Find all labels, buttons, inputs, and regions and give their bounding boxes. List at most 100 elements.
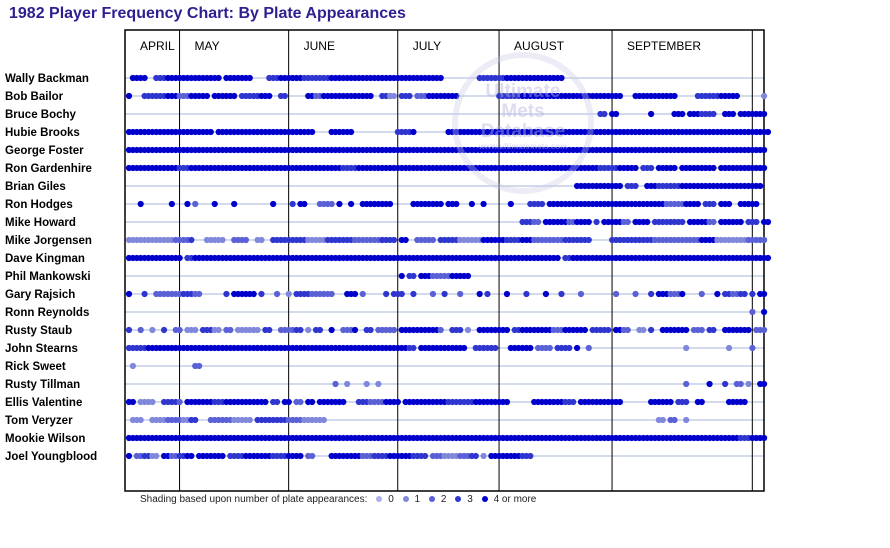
game-dot (761, 164, 768, 172)
legend-label-2: 2 (440, 494, 447, 505)
game-dot (347, 128, 355, 136)
game-dot (722, 380, 729, 388)
game-dot (671, 92, 678, 100)
game-dot (492, 344, 499, 352)
game-dot (316, 326, 324, 334)
game-dot (410, 272, 417, 280)
game-dot (309, 398, 316, 406)
game-dot (129, 362, 136, 370)
month-label: SEPTEMBER (627, 39, 701, 53)
game-dot (168, 200, 175, 208)
game-dot (273, 398, 281, 406)
game-dot (297, 326, 304, 334)
game-dot (710, 218, 717, 226)
game-dot (351, 326, 359, 334)
game-dot (153, 452, 160, 460)
game-dot (698, 290, 705, 298)
legend-label-4: 4 or more (493, 494, 537, 505)
game-dot (484, 290, 491, 298)
game-dot (375, 380, 382, 388)
game-dot (761, 308, 768, 316)
legend-label-0: 0 (388, 494, 394, 505)
game-dot (764, 128, 772, 136)
game-dot (464, 272, 472, 280)
game-dot (644, 218, 651, 226)
game-dot (141, 290, 148, 298)
game-dot (429, 290, 437, 298)
game-dot (367, 326, 374, 334)
legend-dot-1 (402, 496, 409, 503)
game-dot (211, 200, 218, 208)
game-dot (246, 416, 253, 424)
game-dot (464, 326, 472, 334)
game-dot (745, 380, 752, 388)
game-dot (223, 290, 230, 298)
game-dot (585, 218, 592, 226)
game-dot (725, 200, 733, 208)
player-name: Ellis Valentine (5, 397, 82, 409)
legend-prefix: Shading based upon number of plate appea… (140, 494, 368, 505)
chart-title: 1982 Player Frequency Chart: By Plate Ap… (9, 5, 406, 22)
game-dot (761, 146, 768, 154)
game-dot (383, 290, 390, 298)
player-name: Mike Howard (5, 217, 76, 229)
player-name: Dave Kingman (5, 253, 85, 265)
game-dot (761, 434, 768, 442)
game-dot (683, 344, 690, 352)
game-dot (219, 452, 226, 460)
game-dot (285, 398, 292, 406)
game-dot (328, 290, 335, 298)
game-dot (402, 236, 409, 244)
game-dot (344, 380, 351, 388)
game-dot (437, 74, 444, 82)
game-dot (749, 290, 756, 298)
game-dot (250, 290, 257, 298)
game-dot (538, 200, 546, 208)
game-dot (710, 110, 717, 118)
legend-dot-0 (376, 496, 383, 503)
game-dot (328, 200, 335, 208)
game-dot (683, 398, 690, 406)
month-label: JULY (413, 39, 441, 53)
game-dot (188, 452, 195, 460)
game-dot (480, 452, 487, 460)
game-dot (683, 326, 690, 334)
game-dot (437, 326, 444, 334)
game-dot (242, 236, 249, 244)
game-dot (125, 92, 133, 100)
game-dot (698, 326, 705, 334)
game-dot (503, 326, 511, 334)
game-dot (616, 398, 624, 406)
player-name: Mookie Wilson (5, 433, 85, 445)
game-dot (761, 380, 768, 388)
game-dot (398, 290, 405, 298)
legend-dot-4 (481, 496, 488, 503)
month-label: APRIL (140, 39, 175, 53)
game-dot (624, 218, 631, 226)
game-dot (764, 218, 772, 226)
game-dot (188, 236, 195, 244)
game-dot (386, 200, 394, 208)
game-dot (266, 92, 273, 100)
game-dot (605, 326, 612, 334)
game-dot (457, 326, 464, 334)
game-dot (137, 326, 144, 334)
game-dot (749, 308, 756, 316)
legend-item-2: 2 (428, 494, 447, 505)
game-dot (714, 290, 721, 298)
game-dot (453, 200, 460, 208)
player-name: Bruce Bochy (5, 109, 77, 121)
game-dot (227, 326, 234, 334)
game-dot (125, 326, 133, 334)
game-dot (340, 398, 347, 406)
game-dot (523, 290, 530, 298)
game-dot (761, 110, 768, 118)
game-dot (125, 290, 133, 298)
game-dot (137, 416, 144, 424)
game-dot (737, 218, 744, 226)
game-dot (262, 398, 269, 406)
game-dot (305, 326, 312, 334)
player-name: John Stearns (5, 343, 78, 355)
game-dot (207, 128, 214, 136)
